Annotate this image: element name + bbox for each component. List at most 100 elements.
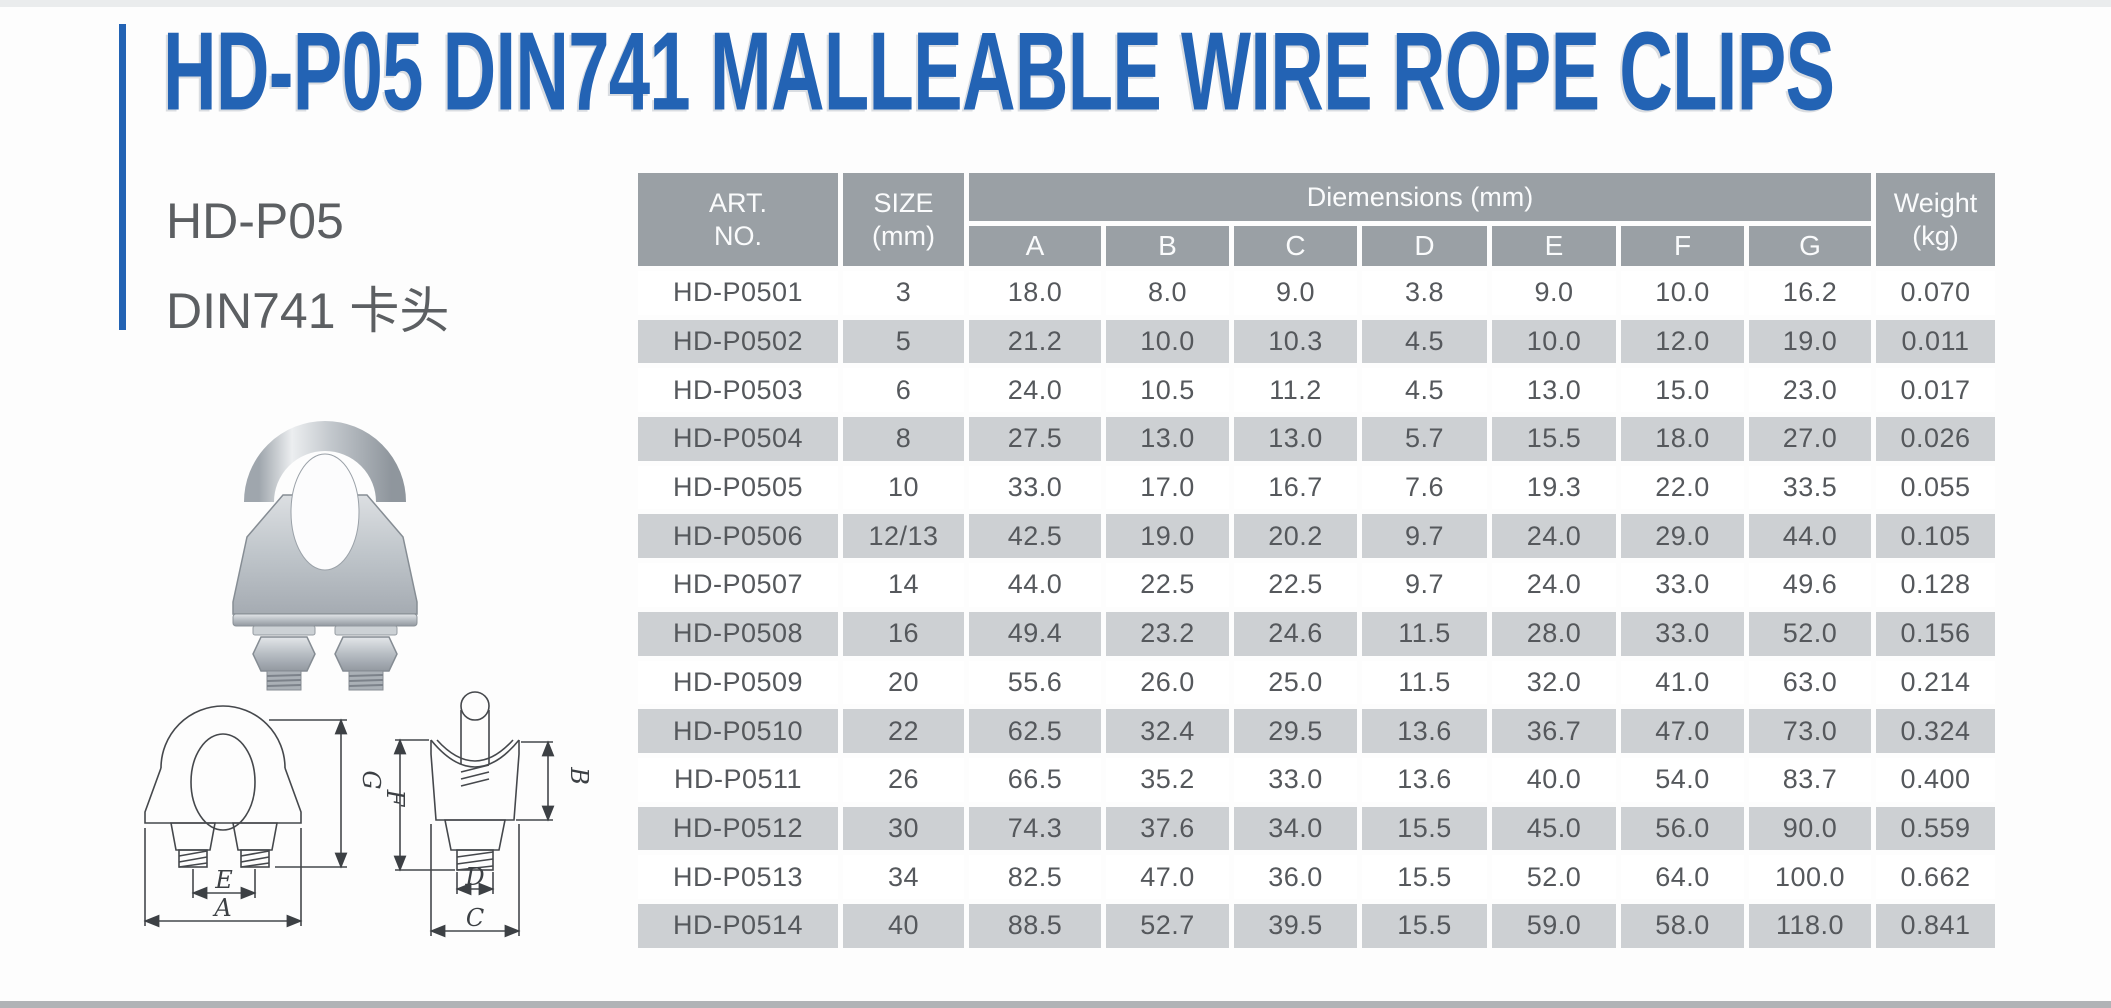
clip-base [232,613,418,627]
spec-cell: 59.0 [1492,903,1616,948]
spec-cell: 23.0 [1749,368,1871,413]
spec-cell: 45.0 [1492,806,1616,851]
weight-header-line1: Weight [1893,187,1978,218]
spec-cell: 27.5 [969,417,1101,461]
spec-cell: 49.4 [969,611,1101,656]
size-header-line2: (mm) [872,220,935,251]
spec-cell: 0.841 [1876,903,1995,948]
spec-cell: 32.0 [1492,660,1616,705]
spec-cell: 0.128 [1876,563,1995,607]
dim-col-header-d: D [1362,226,1487,266]
u-bolt [244,421,406,503]
dim-col-header-c: C [1234,226,1357,266]
art-no-cell: HD-P0502 [638,319,838,364]
washer-right [334,625,398,636]
art-no-cell: HD-P0501 [638,271,838,315]
art-no-cell: HD-P0513 [638,855,838,899]
spec-cell: 27.0 [1749,417,1871,461]
spec-cell: 28.0 [1492,611,1616,656]
dim-label-c: C [466,904,484,932]
dim-col-header-g: G [1749,226,1871,266]
spec-cell: 21.2 [969,319,1101,364]
art-no-cell: HD-P0510 [638,709,838,753]
spec-cell: 19.0 [1749,319,1871,364]
spec-cell: 10.0 [1492,319,1616,364]
spec-cell: 0.324 [1876,709,1995,753]
page-title-text: HD-P05 DIN741 MALLEABLE WIRE ROPE CLIPS [163,9,1835,134]
spec-cell: 30 [843,806,964,851]
spec-cell: 19.3 [1492,465,1616,510]
spec-cell: 13.0 [1234,417,1357,461]
spec-cell: 29.5 [1234,709,1357,753]
art-no-cell: HD-P0506 [638,514,838,559]
spec-cell: 8 [843,417,964,461]
spec-cell: 56.0 [1621,806,1744,851]
dim-col-header-b: B [1106,226,1229,266]
art-no-cell: HD-P0505 [638,465,838,510]
spec-cell: 33.0 [1621,611,1744,656]
spec-cell: 52.0 [1749,611,1871,656]
spec-cell: 40.0 [1492,757,1616,802]
spec-cell: 0.662 [1876,855,1995,899]
spec-cell: 22 [843,709,964,753]
spec-cell: 5 [843,319,964,364]
spec-cell: 0.017 [1876,368,1995,413]
spec-cell: 22.5 [1234,563,1357,607]
spec-cell: 15.5 [1362,903,1487,948]
spec-cell: 44.0 [969,563,1101,607]
spec-cell: 11.5 [1362,611,1487,656]
washer-left [252,625,316,636]
spec-cell: 52.0 [1492,855,1616,899]
spec-cell: 47.0 [1106,855,1229,899]
spec-cell: 26 [843,757,964,802]
dimensions-header: Diemensions (mm) [969,173,1871,221]
dim-col-header-a: A [969,226,1101,266]
spec-cell: 10.0 [1621,271,1744,315]
spec-cell: 5.7 [1362,417,1487,461]
spec-cell: 33.0 [1234,757,1357,802]
spec-cell: 33.5 [1749,465,1871,510]
spec-cell: 12.0 [1621,319,1744,364]
spec-cell: 4.5 [1362,368,1487,413]
spec-cell: 0.214 [1876,660,1995,705]
spec-cell: 0.011 [1876,319,1995,364]
spec-cell: 16.2 [1749,271,1871,315]
spec-cell: 118.0 [1749,903,1871,948]
spec-cell: 9.0 [1234,271,1357,315]
spec-cell: 3 [843,271,964,315]
spec-cell: 15.5 [1362,806,1487,851]
art-no-cell: HD-P0508 [638,611,838,656]
spec-cell: 0.400 [1876,757,1995,802]
art-no-cell: HD-P0507 [638,563,838,607]
spec-cell: 7.6 [1362,465,1487,510]
spec-cell: 55.6 [969,660,1101,705]
spec-cell: 36.0 [1234,855,1357,899]
spec-cell: 32.4 [1106,709,1229,753]
nut-left [252,636,316,672]
spec-cell: 8.0 [1106,271,1229,315]
spec-cell: 16 [843,611,964,656]
spec-cell: 39.5 [1234,903,1357,948]
spec-cell: 13.6 [1362,757,1487,802]
art-no-cell: HD-P0514 [638,903,838,948]
spec-cell: 58.0 [1621,903,1744,948]
title-accent-bar [119,24,126,330]
weight-header: Weight (kg) [1876,173,1995,266]
spec-cell: 35.2 [1106,757,1229,802]
spec-cell: 49.6 [1749,563,1871,607]
dim-label-f: F [381,789,409,808]
spec-cell: 47.0 [1621,709,1744,753]
dim-label-a: A [212,894,231,922]
spec-cell: 0.105 [1876,514,1995,559]
dim-label-g: G [357,770,385,789]
spec-cell: 9.7 [1362,514,1487,559]
spec-cell: 13.0 [1492,368,1616,413]
spec-cell: 14 [843,563,964,607]
spec-cell: 12/13 [843,514,964,559]
spec-cell: 100.0 [1749,855,1871,899]
spec-cell: 44.0 [1749,514,1871,559]
spec-cell: 26.0 [1106,660,1229,705]
spec-cell: 36.7 [1492,709,1616,753]
spec-cell: 18.0 [969,271,1101,315]
